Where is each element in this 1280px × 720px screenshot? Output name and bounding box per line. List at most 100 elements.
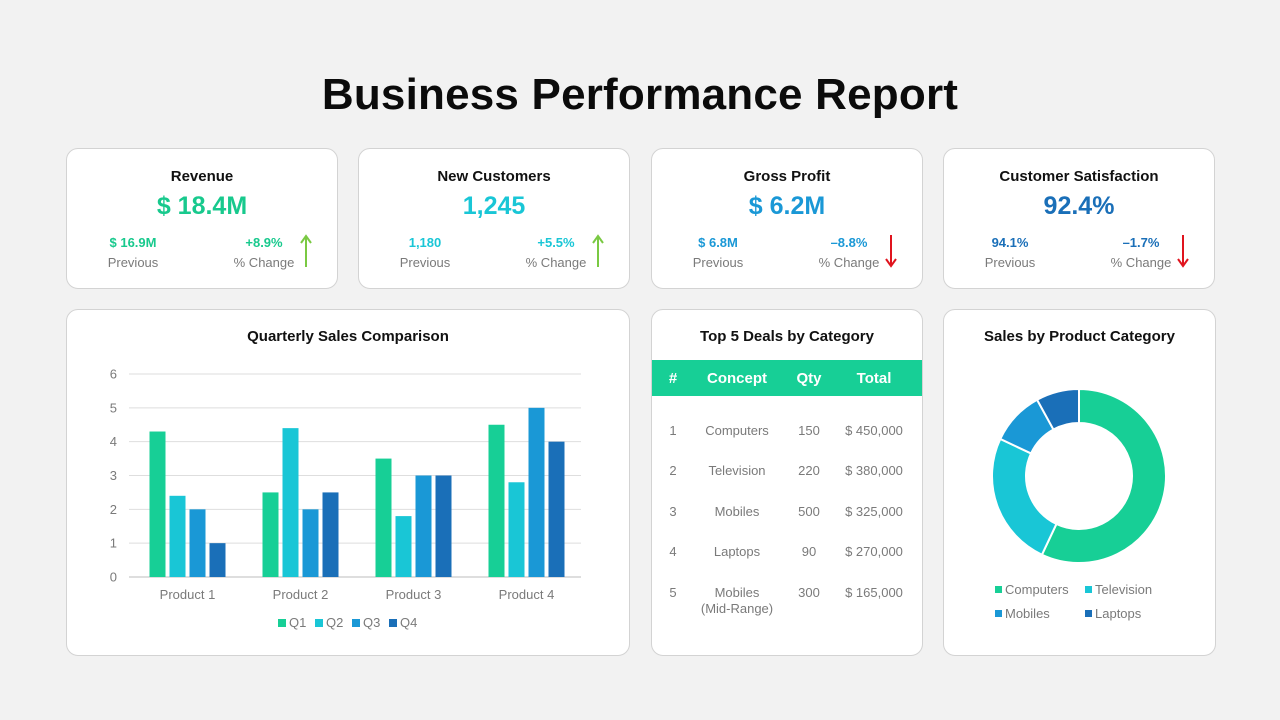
- legend-label: Q3: [363, 615, 380, 630]
- kpi-value: $ 18.4M: [156, 192, 248, 220]
- legend-label: Q2: [326, 615, 343, 630]
- top-deals-title: Top 5 Deals by Category: [700, 328, 874, 345]
- legend-label: Computers: [1005, 582, 1069, 597]
- deal-number: 4: [669, 544, 677, 559]
- top-deals-panel: Top 5 Deals by Category # Concept Qty To…: [651, 309, 923, 656]
- deals-col-num: #: [668, 370, 678, 387]
- bar: [262, 492, 279, 577]
- quarterly-sales-panel: Quarterly Sales Comparison 0 1 2 3 4 5 6 Produc…: [66, 309, 630, 656]
- bar: [395, 516, 412, 577]
- deal-qty: 500: [798, 504, 820, 519]
- deal-concept: Mobiles (Mid-Range): [700, 585, 774, 616]
- arrow-up-icon: [300, 234, 312, 267]
- kpi-value: 1,245: [462, 192, 526, 220]
- legend-swatch: [1085, 610, 1092, 617]
- deal-total: $ 450,000: [845, 423, 903, 438]
- y-tick-label: 1: [110, 536, 117, 551]
- deal-number: 3: [669, 504, 677, 519]
- kpi-previous-value: $ 6.8M: [698, 235, 738, 250]
- donut-slice: [991, 437, 1058, 557]
- kpi-card: Revenue $ 18.4M $ 16.9M Previous +8.9% % Chan…: [66, 148, 338, 289]
- deal-total: $ 165,000: [845, 585, 903, 600]
- y-tick-label: 3: [110, 468, 117, 483]
- kpi-change-value: –1.7%: [1122, 235, 1160, 250]
- bar: [375, 458, 392, 577]
- deal-concept: Mobiles: [714, 504, 760, 519]
- deal-qty: 150: [798, 423, 820, 438]
- deal-total: $ 325,000: [845, 504, 903, 519]
- quarterly-sales-title: Quarterly Sales Comparison: [247, 328, 449, 345]
- y-tick-label: 2: [110, 502, 117, 517]
- kpi-previous-value: $ 16.9M: [109, 235, 157, 250]
- x-tick-label: Product 2: [273, 587, 329, 602]
- legend-item: Mobiles: [995, 606, 1050, 621]
- bar: [548, 441, 565, 577]
- kpi-previous-label: Previous: [984, 255, 1036, 270]
- bar: [149, 431, 166, 577]
- kpi-previous-label: Previous: [692, 255, 744, 270]
- legend-swatch: [995, 610, 1002, 617]
- deal-concept: Computers: [705, 423, 769, 438]
- kpi-value: 92.4%: [1043, 192, 1115, 220]
- x-tick-label: Product 1: [160, 587, 216, 602]
- bar: [435, 475, 452, 577]
- kpi-change-label: % Change: [525, 255, 587, 270]
- deals-col-concept: Concept: [707, 370, 767, 387]
- legend-label: Mobiles: [1005, 606, 1050, 621]
- kpi-change-value: –8.8%: [830, 235, 868, 250]
- deal-qty: 220: [798, 463, 820, 478]
- arrow-up-icon: [592, 234, 604, 267]
- deal-qty: 90: [801, 544, 817, 559]
- sales-by-category-title: Sales by Product Category: [984, 328, 1175, 345]
- legend-swatch: [315, 619, 323, 627]
- bar: [488, 424, 505, 577]
- bar: [169, 495, 186, 577]
- donut-slice: [1035, 387, 1080, 431]
- kpi-previous-value: 1,180: [408, 235, 442, 250]
- deal-total: $ 270,000: [845, 544, 903, 559]
- sales-by-category-donut: [991, 387, 1167, 564]
- quarterly-sales-chart: 0 1 2 3 4 5 6 Product 1 Product 2 Product 3 Produc…: [110, 367, 581, 630]
- legend-swatch: [278, 619, 286, 627]
- legend-swatch: [352, 619, 360, 627]
- bar: [282, 428, 299, 577]
- arrow-down-icon: [1177, 235, 1189, 268]
- deal-qty: 300: [798, 585, 820, 600]
- legend-swatch: [389, 619, 397, 627]
- bar: [189, 509, 206, 577]
- kpi-previous-label: Previous: [107, 255, 159, 270]
- y-tick-label: 5: [110, 400, 117, 415]
- donut-slice: [1040, 387, 1167, 564]
- sales-by-category-panel: Sales by Product Category Computers Telev…: [943, 309, 1216, 656]
- legend-swatch: [995, 586, 1002, 593]
- legend-item: Computers: [995, 582, 1069, 597]
- kpi-card: New Customers 1,245 1,180 Previous +5.5% % Ch…: [358, 148, 630, 289]
- legend-item: Television: [1085, 582, 1152, 597]
- kpi-change-value: +8.9%: [245, 235, 283, 250]
- deal-total: $ 380,000: [845, 463, 903, 478]
- kpi-previous-label: Previous: [399, 255, 451, 270]
- kpi-value: $ 6.2M: [748, 192, 826, 220]
- deals-table-header: # Concept Qty Total: [652, 360, 922, 396]
- deal-number: 5: [669, 585, 677, 600]
- page-title: Business Performance Report: [321, 70, 959, 119]
- kpi-previous-value: 94.1%: [991, 235, 1029, 250]
- x-tick-label: Product 4: [499, 587, 555, 602]
- kpi-title: New Customers: [437, 168, 551, 185]
- deal-concept: Laptops: [713, 544, 761, 559]
- legend-label: Q4: [400, 615, 417, 630]
- bar: [302, 509, 319, 577]
- x-tick-label: Product 3: [386, 587, 442, 602]
- legend-label: Television: [1095, 582, 1153, 597]
- deal-number: 2: [669, 463, 677, 478]
- deals-col-qty: Qty: [796, 370, 822, 387]
- kpi-title: Revenue: [170, 168, 234, 185]
- kpi-card: Customer Satisfaction 92.4% 94.1% Previous –…: [943, 148, 1215, 289]
- bar: [209, 543, 226, 577]
- bar: [415, 475, 432, 577]
- bar: [322, 492, 339, 577]
- bar: [508, 482, 525, 577]
- kpi-change-label: % Change: [1110, 255, 1172, 270]
- kpi-title: Customer Satisfaction: [999, 168, 1159, 185]
- legend-item: Laptops: [1085, 606, 1141, 621]
